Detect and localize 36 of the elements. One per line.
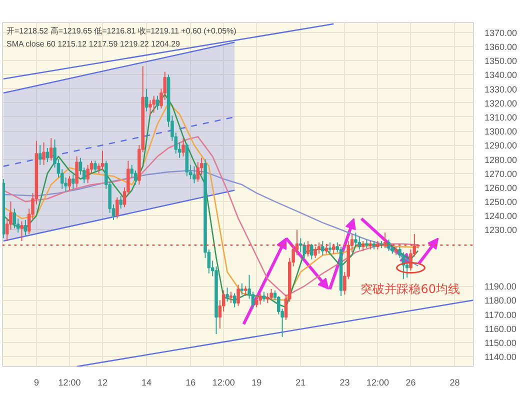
y-tick-label: 1180.00 (484, 296, 516, 306)
y-tick-label: 1260.00 (484, 182, 518, 193)
y-tick-label: 1190.00 (484, 282, 516, 292)
y-tick-label: 1240.00 (484, 211, 518, 222)
x-tick-label: 28 (450, 378, 460, 388)
x-tick-label: 12:00 (58, 378, 81, 388)
y-tick-label: 1150.00 (484, 338, 516, 348)
y-tick-label: 1350.00 (484, 56, 518, 66)
y-tick-label: 1310.00 (484, 112, 518, 122)
y-tick-label: 1340.00 (484, 70, 518, 80)
y-tick-label: 1370.00 (484, 28, 518, 38)
y-tick-label: 1290.00 (484, 140, 518, 151)
x-tick-label: 21 (296, 378, 306, 388)
y-tick-label: 1140.00 (484, 352, 516, 362)
x-tick-label: 23 (340, 378, 350, 388)
x-tick-label: 12:00 (212, 378, 235, 388)
x-tick-label: 26 (406, 378, 416, 388)
y-tick-label: 1160.00 (484, 324, 516, 334)
x-tick-label: 16 (186, 378, 196, 388)
x-tick-label: 12 (97, 378, 108, 388)
annotation: 开=1218.52 高=1219.65 低=1216.81 收=1219.11 +0.60 (+0.05%) (6, 26, 237, 36)
y-tick-label: 1360.00 (484, 42, 518, 52)
y-tick-label: 1330.00 (484, 84, 518, 94)
annotation: SMA close 60 1215.12 1217.59 1219.22 1204.29 (6, 40, 181, 48)
x-tick-label: 12:00 (366, 378, 389, 388)
x-tick-label: 9 (34, 378, 39, 388)
annotation: 突破并踩稳60均线 (360, 282, 460, 296)
x-tick-label: 14 (142, 378, 152, 388)
y-tick-label: 1230.00 (484, 225, 518, 236)
y-tick-label: 1270.00 (484, 168, 518, 179)
y-tick-label: 1300.00 (484, 126, 518, 137)
y-tick-label: 1170.00 (484, 310, 516, 320)
y-tick-label: 1280.00 (484, 154, 518, 165)
y-tick-label: 1250.00 (484, 197, 518, 208)
y-tick-label: 1320.00 (484, 98, 518, 108)
x-tick-label: 19 (252, 378, 262, 388)
